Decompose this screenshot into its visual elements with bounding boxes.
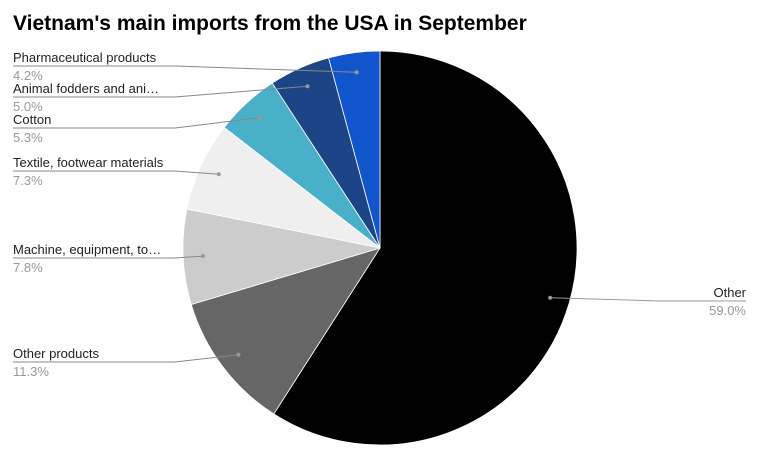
leader-line xyxy=(13,354,239,363)
slice-value: 11.3% xyxy=(13,364,49,379)
leader-dot xyxy=(354,70,359,75)
leader-dot xyxy=(548,295,553,300)
slice-value: 5.0% xyxy=(13,99,43,114)
leader-dot xyxy=(200,254,205,259)
slice-value: 7.8% xyxy=(13,260,43,275)
chart-title: Vietnam's main imports from the USA in S… xyxy=(13,12,527,35)
slice-label: Machine, equipment, to… xyxy=(13,242,161,257)
slice-label: Textile, footwear materials xyxy=(13,155,164,170)
slice-label: Animal fodders and ani… xyxy=(13,81,159,96)
leader-dot xyxy=(236,352,241,357)
leader-line xyxy=(13,85,308,98)
slice-label: Pharmaceutical products xyxy=(13,50,157,65)
slice-value: 4.2% xyxy=(13,68,43,83)
leader-line xyxy=(13,117,260,129)
pie-slice xyxy=(190,247,381,415)
leader-dot xyxy=(216,172,221,177)
slice-value: 7.3% xyxy=(13,173,43,188)
leader-line xyxy=(550,297,746,302)
leader-line xyxy=(13,255,203,259)
slice-label: Other products xyxy=(13,346,99,361)
leader-dot xyxy=(257,115,262,120)
slice-label: Other xyxy=(713,285,746,300)
slice-label: Cotton xyxy=(13,112,51,127)
pie-slice xyxy=(273,50,578,446)
slice-value: 5.3% xyxy=(13,130,43,145)
leader-line xyxy=(13,65,357,73)
leader-dot xyxy=(305,84,310,89)
slice-value: 59.0% xyxy=(709,303,746,318)
pie-slice xyxy=(328,50,381,249)
leader-line xyxy=(13,170,219,175)
